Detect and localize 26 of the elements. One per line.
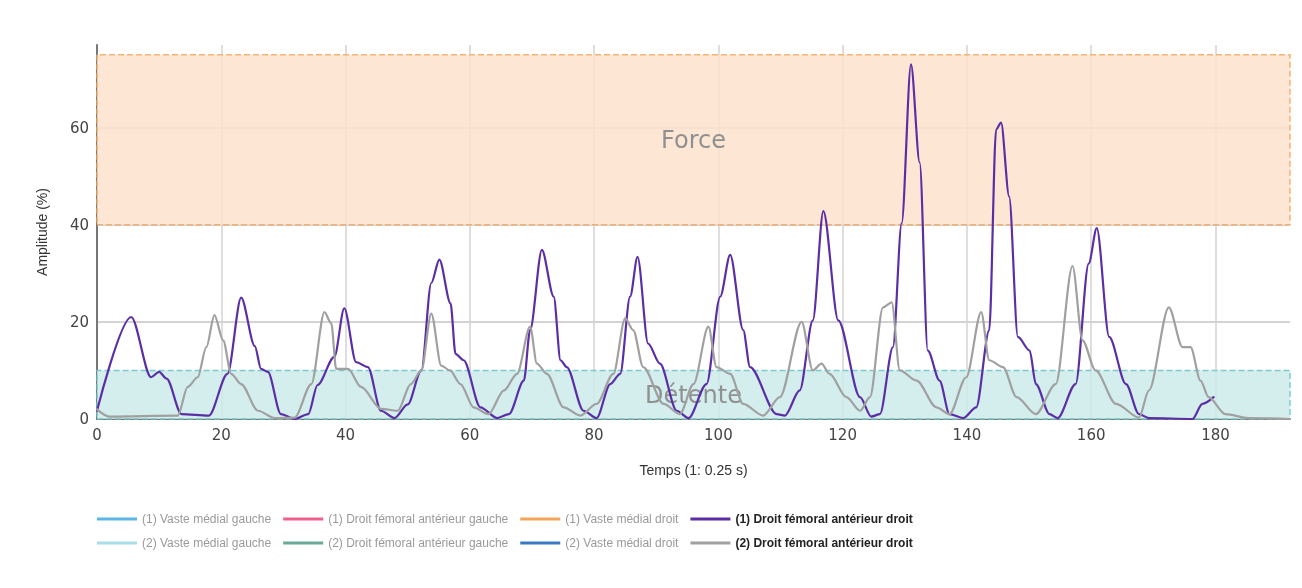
- legend-label: (1) Vaste médial gauche: [142, 512, 272, 526]
- legend-label: (2) Droit fémoral antérieur gauche: [328, 536, 509, 550]
- y-tick-label: 20: [69, 312, 89, 331]
- legend-label: (1) Vaste médial droit: [565, 512, 680, 526]
- x-tick-label: 160: [1076, 425, 1106, 444]
- legend-label: (1) Droit fémoral antérieur droit: [735, 512, 913, 526]
- y-tick-label: 0: [79, 410, 89, 428]
- x-tick-label: 20: [211, 425, 231, 444]
- band-label: Force: [661, 125, 726, 154]
- x-tick-label: 180: [1201, 425, 1230, 444]
- legend-label: (2) Vaste médial gauche: [142, 536, 272, 550]
- y-tick-label: 40: [69, 215, 89, 234]
- x-tick-label: 120: [828, 425, 857, 444]
- x-tick-label: 140: [952, 425, 982, 444]
- x-tick-label: 100: [704, 425, 733, 444]
- legend-label: (2) Vaste médial droit: [565, 536, 680, 550]
- legend-label: (1) Droit fémoral antérieur gauche: [328, 512, 509, 526]
- x-axis-title: Temps (1: 0.25 s): [639, 462, 748, 478]
- x-tick-label: 0: [92, 425, 102, 444]
- line-series: [95, 63, 1215, 421]
- y-axis-title: Amplitude (%): [34, 188, 50, 276]
- x-tick-label: 40: [335, 425, 356, 444]
- x-tick-label: 80: [584, 425, 604, 444]
- x-tick-label: 60: [460, 425, 480, 444]
- y-tick-label: 60: [69, 118, 89, 137]
- legend-label: (2) Droit fémoral antérieur droit: [735, 536, 913, 550]
